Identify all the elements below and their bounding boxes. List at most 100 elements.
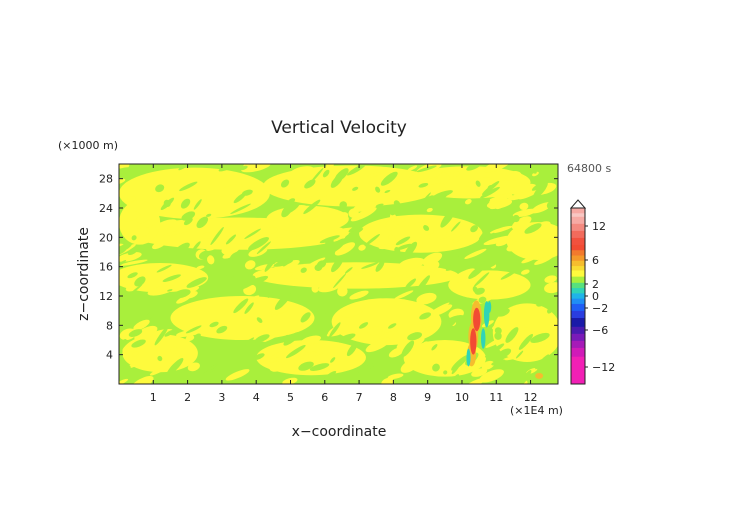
positive-region <box>131 351 139 357</box>
negative-region <box>225 234 237 245</box>
negative-region <box>487 184 494 190</box>
negative-region <box>547 307 554 314</box>
positive-region <box>326 227 355 238</box>
positive-region <box>269 361 284 372</box>
positive-region <box>149 366 167 376</box>
negative-region <box>536 301 544 307</box>
negative-region <box>478 296 487 304</box>
negative-region <box>355 358 371 374</box>
colorbar-segment <box>571 282 585 289</box>
positive-region <box>421 341 431 350</box>
y-tick-label: 12 <box>99 290 113 303</box>
negative-region <box>416 165 437 173</box>
negative-region <box>186 277 207 288</box>
negative-region <box>310 167 324 184</box>
negative-region <box>474 199 491 214</box>
positive-region <box>544 275 557 283</box>
negative-region <box>245 361 252 368</box>
positive-region <box>521 253 541 264</box>
positive-region <box>398 257 425 270</box>
negative-region <box>314 263 323 271</box>
negative-region <box>192 241 201 252</box>
negative-region <box>393 200 401 208</box>
negative-region <box>119 260 127 268</box>
negative-region <box>205 213 212 217</box>
negative-region <box>322 370 337 382</box>
negative-region <box>256 317 263 323</box>
negative-region <box>440 208 456 228</box>
positive-region <box>521 269 530 275</box>
colorbar-segment <box>571 340 585 349</box>
x-tick-label: 10 <box>455 391 469 404</box>
positive-region <box>418 217 437 228</box>
positive-region <box>293 188 318 199</box>
positive-region <box>365 337 391 353</box>
positive-region <box>289 166 315 178</box>
negative-region <box>178 164 194 171</box>
positive-region <box>170 346 178 354</box>
negative-region <box>431 344 438 351</box>
updraft-cells <box>466 300 544 379</box>
negative-region <box>546 201 555 210</box>
negative-region <box>127 272 138 279</box>
negative-region <box>473 272 490 287</box>
positive-region <box>536 344 554 356</box>
negative-region <box>134 276 146 287</box>
negative-region <box>517 370 532 384</box>
positive-region <box>466 177 494 188</box>
negative-region <box>339 201 347 209</box>
negative-region <box>418 182 429 188</box>
positive-region <box>479 369 504 383</box>
positive-region <box>387 373 404 380</box>
negative-region <box>388 323 397 329</box>
positive-region <box>493 201 505 210</box>
positive-region <box>225 369 250 381</box>
negative-region <box>244 228 261 240</box>
positive-region <box>429 272 436 277</box>
x-axis-label: x−coordinate <box>292 424 387 440</box>
positive-region <box>544 282 558 294</box>
negative-region <box>423 225 430 231</box>
positive-region <box>350 207 377 222</box>
negative-region <box>432 363 440 372</box>
positive-region <box>367 326 383 336</box>
negative-region <box>344 267 353 274</box>
negative-region <box>431 190 453 200</box>
negative-region <box>287 198 296 204</box>
negative-region <box>241 189 253 196</box>
negative-region <box>375 260 385 272</box>
negative-region <box>484 343 505 358</box>
positive-region <box>485 336 507 348</box>
negative-region <box>468 264 486 279</box>
positive-region <box>137 219 158 229</box>
positive-region <box>337 286 348 297</box>
updraft-core <box>470 328 477 355</box>
positive-region <box>358 244 366 251</box>
x-tick-label: 3 <box>218 391 225 404</box>
negative-region <box>280 179 290 188</box>
negative-region <box>164 329 175 337</box>
positive-region <box>519 202 529 210</box>
positive-region <box>451 268 476 283</box>
negative-region <box>240 277 260 290</box>
negative-region <box>331 257 344 273</box>
positive-region <box>152 239 167 250</box>
positive-region <box>379 329 398 340</box>
colorbar-label: −12 <box>592 361 615 374</box>
negative-region <box>193 199 202 210</box>
colorbar-segment <box>571 244 585 251</box>
positive-region <box>136 212 151 224</box>
negative-region <box>405 278 417 289</box>
positive-region <box>532 171 539 177</box>
negative-region <box>119 242 132 252</box>
colorbar-segment <box>571 230 585 239</box>
negative-region <box>419 192 431 206</box>
negative-region <box>481 232 495 244</box>
colorbar-label: −2 <box>592 302 608 315</box>
colorbar-segment <box>571 347 585 358</box>
negative-region <box>238 337 255 349</box>
negative-region <box>322 169 330 178</box>
negative-region <box>451 354 469 371</box>
x-unit-label: (×1E4 m) <box>510 404 563 417</box>
